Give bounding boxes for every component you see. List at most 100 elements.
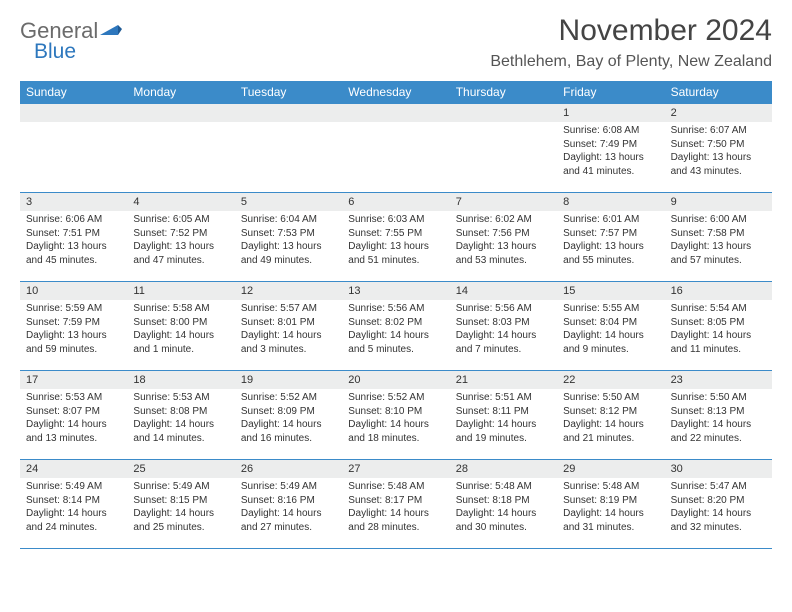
date-number <box>450 104 557 122</box>
sunset-text: Sunset: 7:59 PM <box>26 316 121 330</box>
day-cell: 20Sunrise: 5:52 AMSunset: 8:10 PMDayligh… <box>342 371 449 459</box>
date-number <box>342 104 449 122</box>
weekday-header: Friday <box>557 81 664 103</box>
sunset-text: Sunset: 8:16 PM <box>241 494 336 508</box>
date-number: 7 <box>450 193 557 211</box>
sunset-text: Sunset: 8:18 PM <box>456 494 551 508</box>
sunset-text: Sunset: 8:05 PM <box>671 316 766 330</box>
sunrise-text: Sunrise: 5:49 AM <box>133 480 228 494</box>
location-text: Bethlehem, Bay of Plenty, New Zealand <box>490 53 772 71</box>
daylight-text: Daylight: 14 hours and 14 minutes. <box>133 418 228 445</box>
date-number: 19 <box>235 371 342 389</box>
day-cell-body: Sunrise: 5:51 AMSunset: 8:11 PMDaylight:… <box>450 389 557 449</box>
daylight-text: Daylight: 14 hours and 7 minutes. <box>456 329 551 356</box>
sunrise-text: Sunrise: 5:52 AM <box>348 391 443 405</box>
calendar-grid: Sunday Monday Tuesday Wednesday Thursday… <box>20 81 772 549</box>
day-cell-body: Sunrise: 5:52 AMSunset: 8:09 PMDaylight:… <box>235 389 342 449</box>
day-cell-body: Sunrise: 5:56 AMSunset: 8:02 PMDaylight:… <box>342 300 449 360</box>
day-cell: 19Sunrise: 5:52 AMSunset: 8:09 PMDayligh… <box>235 371 342 459</box>
date-number: 11 <box>127 282 234 300</box>
daylight-text: Daylight: 13 hours and 49 minutes. <box>241 240 336 267</box>
daylight-text: Daylight: 14 hours and 24 minutes. <box>26 507 121 534</box>
day-cell-body: Sunrise: 5:57 AMSunset: 8:01 PMDaylight:… <box>235 300 342 360</box>
day-cell: 14Sunrise: 5:56 AMSunset: 8:03 PMDayligh… <box>450 282 557 370</box>
day-cell-body: Sunrise: 6:04 AMSunset: 7:53 PMDaylight:… <box>235 211 342 271</box>
daylight-text: Daylight: 14 hours and 9 minutes. <box>563 329 658 356</box>
day-cell-body: Sunrise: 5:53 AMSunset: 8:08 PMDaylight:… <box>127 389 234 449</box>
day-cell <box>20 104 127 192</box>
daylight-text: Daylight: 14 hours and 21 minutes. <box>563 418 658 445</box>
daylight-text: Daylight: 14 hours and 1 minute. <box>133 329 228 356</box>
day-cell: 24Sunrise: 5:49 AMSunset: 8:14 PMDayligh… <box>20 460 127 548</box>
sunrise-text: Sunrise: 5:52 AM <box>241 391 336 405</box>
day-cell-body: Sunrise: 5:49 AMSunset: 8:15 PMDaylight:… <box>127 478 234 538</box>
day-cell-body: Sunrise: 5:48 AMSunset: 8:19 PMDaylight:… <box>557 478 664 538</box>
sunset-text: Sunset: 7:50 PM <box>671 138 766 152</box>
header-row: General Blue November 2024 Bethlehem, Ba… <box>20 14 772 71</box>
weekday-header: Thursday <box>450 81 557 103</box>
day-cell: 30Sunrise: 5:47 AMSunset: 8:20 PMDayligh… <box>665 460 772 548</box>
day-cell: 3Sunrise: 6:06 AMSunset: 7:51 PMDaylight… <box>20 193 127 281</box>
date-number: 25 <box>127 460 234 478</box>
daylight-text: Daylight: 13 hours and 51 minutes. <box>348 240 443 267</box>
day-cell: 13Sunrise: 5:56 AMSunset: 8:02 PMDayligh… <box>342 282 449 370</box>
date-number: 27 <box>342 460 449 478</box>
date-number: 8 <box>557 193 664 211</box>
week-row: 10Sunrise: 5:59 AMSunset: 7:59 PMDayligh… <box>20 281 772 370</box>
date-number: 20 <box>342 371 449 389</box>
sunset-text: Sunset: 7:52 PM <box>133 227 228 241</box>
sunset-text: Sunset: 8:02 PM <box>348 316 443 330</box>
sunrise-text: Sunrise: 6:04 AM <box>241 213 336 227</box>
sunset-text: Sunset: 8:14 PM <box>26 494 121 508</box>
day-cell: 9Sunrise: 6:00 AMSunset: 7:58 PMDaylight… <box>665 193 772 281</box>
date-number: 16 <box>665 282 772 300</box>
daylight-text: Daylight: 14 hours and 30 minutes. <box>456 507 551 534</box>
sunset-text: Sunset: 8:07 PM <box>26 405 121 419</box>
sunset-text: Sunset: 8:20 PM <box>671 494 766 508</box>
date-number: 21 <box>450 371 557 389</box>
sunrise-text: Sunrise: 5:49 AM <box>26 480 121 494</box>
weekday-header: Monday <box>127 81 234 103</box>
sunset-text: Sunset: 8:01 PM <box>241 316 336 330</box>
day-cell: 26Sunrise: 5:49 AMSunset: 8:16 PMDayligh… <box>235 460 342 548</box>
week-row: 1Sunrise: 6:08 AMSunset: 7:49 PMDaylight… <box>20 103 772 192</box>
daylight-text: Daylight: 14 hours and 11 minutes. <box>671 329 766 356</box>
daylight-text: Daylight: 13 hours and 43 minutes. <box>671 151 766 178</box>
day-cell: 15Sunrise: 5:55 AMSunset: 8:04 PMDayligh… <box>557 282 664 370</box>
sunset-text: Sunset: 7:51 PM <box>26 227 121 241</box>
sunset-text: Sunset: 8:11 PM <box>456 405 551 419</box>
week-row: 17Sunrise: 5:53 AMSunset: 8:07 PMDayligh… <box>20 370 772 459</box>
day-cell-body: Sunrise: 5:49 AMSunset: 8:14 PMDaylight:… <box>20 478 127 538</box>
daylight-text: Daylight: 13 hours and 47 minutes. <box>133 240 228 267</box>
date-number: 13 <box>342 282 449 300</box>
date-number: 30 <box>665 460 772 478</box>
sunset-text: Sunset: 7:55 PM <box>348 227 443 241</box>
date-number <box>20 104 127 122</box>
day-cell-body: Sunrise: 5:52 AMSunset: 8:10 PMDaylight:… <box>342 389 449 449</box>
date-number: 22 <box>557 371 664 389</box>
daylight-text: Daylight: 14 hours and 16 minutes. <box>241 418 336 445</box>
day-cell-body: Sunrise: 5:50 AMSunset: 8:12 PMDaylight:… <box>557 389 664 449</box>
sunset-text: Sunset: 7:56 PM <box>456 227 551 241</box>
date-number: 17 <box>20 371 127 389</box>
sunset-text: Sunset: 8:17 PM <box>348 494 443 508</box>
sunrise-text: Sunrise: 5:59 AM <box>26 302 121 316</box>
daylight-text: Daylight: 13 hours and 53 minutes. <box>456 240 551 267</box>
day-cell: 10Sunrise: 5:59 AMSunset: 7:59 PMDayligh… <box>20 282 127 370</box>
day-cell: 29Sunrise: 5:48 AMSunset: 8:19 PMDayligh… <box>557 460 664 548</box>
sunset-text: Sunset: 8:08 PM <box>133 405 228 419</box>
date-number <box>235 104 342 122</box>
date-number: 5 <box>235 193 342 211</box>
date-number <box>127 104 234 122</box>
sunset-text: Sunset: 8:09 PM <box>241 405 336 419</box>
sunrise-text: Sunrise: 5:50 AM <box>671 391 766 405</box>
date-number: 4 <box>127 193 234 211</box>
sunrise-text: Sunrise: 6:00 AM <box>671 213 766 227</box>
month-title: November 2024 <box>490 14 772 47</box>
sunset-text: Sunset: 8:03 PM <box>456 316 551 330</box>
day-cell-body: Sunrise: 5:53 AMSunset: 8:07 PMDaylight:… <box>20 389 127 449</box>
logo: General Blue <box>20 14 122 64</box>
sunrise-text: Sunrise: 6:02 AM <box>456 213 551 227</box>
day-cell-body: Sunrise: 5:48 AMSunset: 8:18 PMDaylight:… <box>450 478 557 538</box>
date-number: 26 <box>235 460 342 478</box>
